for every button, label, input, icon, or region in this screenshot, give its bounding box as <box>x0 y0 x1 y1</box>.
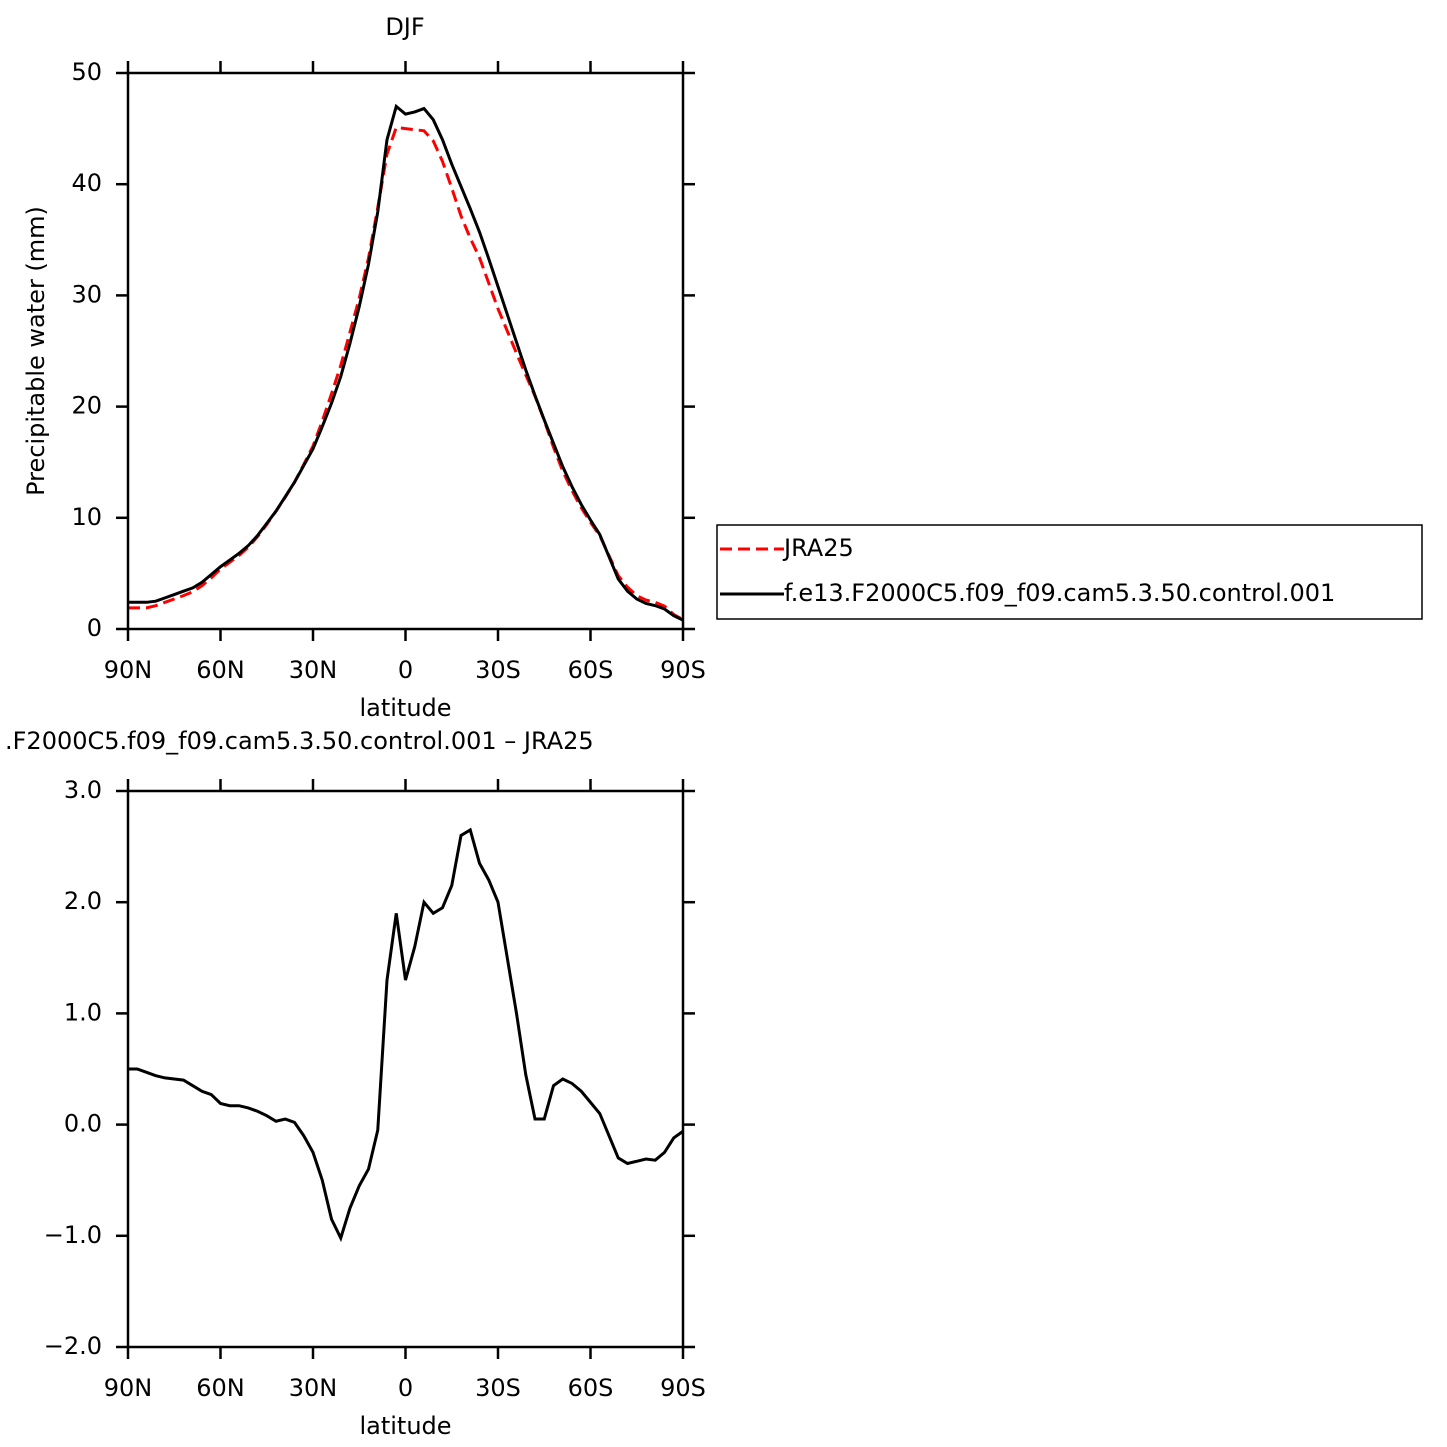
y-tick-label: 20 <box>71 392 102 420</box>
y-tick-label: −1.0 <box>44 1221 102 1249</box>
x-tick-label: 30N <box>289 656 338 684</box>
y-tick-label: 3.0 <box>64 776 102 804</box>
x-tick-label: 0 <box>398 656 413 684</box>
y-axis-title: Precipitable water (mm) <box>22 206 50 496</box>
y-axis-title: Precipitable water (mm) <box>22 924 50 1214</box>
y-tick-label: 40 <box>71 169 102 197</box>
chart-title: DJF <box>385 13 424 41</box>
y-tick-label: −2.0 <box>44 1332 102 1360</box>
x-tick-label: 90N <box>104 656 153 684</box>
legend-box <box>716 524 1423 620</box>
legend-label: JRA25 <box>782 534 854 562</box>
data-line <box>128 103 684 622</box>
plot-frame <box>126 789 685 1349</box>
chart-title: .F2000C5.f09_f09.cam5.3.50.control.001 –… <box>5 727 594 755</box>
y-tick-label: 1.0 <box>64 998 102 1026</box>
data-line <box>128 125 684 621</box>
y-tick-label: 50 <box>71 58 102 86</box>
x-tick-label: 60N <box>196 656 245 684</box>
y-tick-label: 0.0 <box>64 1110 102 1138</box>
x-axis-title: latitude <box>359 1412 451 1440</box>
x-tick-label: 60N <box>196 1374 245 1402</box>
y-tick-label: 30 <box>71 280 102 308</box>
x-tick-label: 0 <box>398 1374 413 1402</box>
plot-frame <box>126 71 685 631</box>
x-tick-label: 30S <box>475 656 521 684</box>
legend-label: f.e13.F2000C5.f09_f09.cam5.3.50.control.… <box>784 579 1335 607</box>
x-axis-title: latitude <box>359 694 451 722</box>
data-line <box>128 827 684 1243</box>
y-tick-label: 0 <box>87 614 102 642</box>
x-tick-label: 30S <box>475 1374 521 1402</box>
x-tick-label: 90S <box>660 656 706 684</box>
x-tick-label: 90S <box>660 1374 706 1402</box>
y-tick-label: 2.0 <box>64 887 102 915</box>
x-tick-label: 60S <box>568 1374 614 1402</box>
x-tick-label: 30N <box>289 1374 338 1402</box>
x-tick-label: 90N <box>104 1374 153 1402</box>
x-tick-label: 60S <box>568 656 614 684</box>
y-tick-label: 10 <box>71 503 102 531</box>
